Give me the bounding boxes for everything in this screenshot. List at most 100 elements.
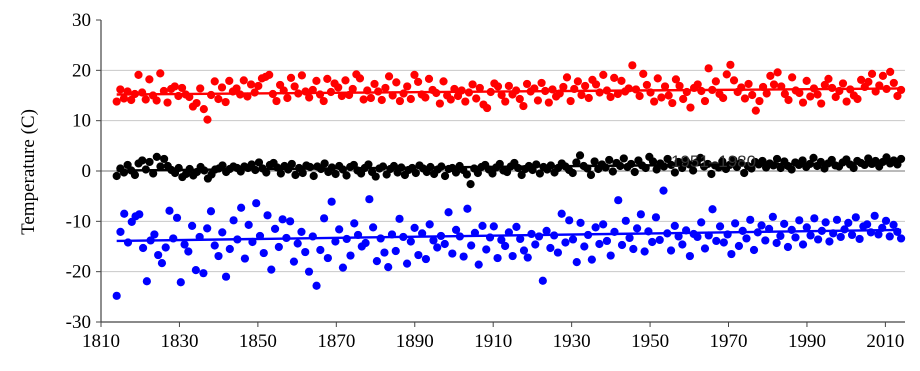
- data-point: [842, 97, 851, 106]
- data-point: [881, 216, 891, 225]
- data-point: [734, 241, 744, 251]
- data-point: [573, 77, 582, 86]
- data-point: [435, 99, 444, 108]
- data-point: [546, 243, 555, 253]
- data-point: [605, 155, 614, 165]
- data-point: [707, 169, 716, 179]
- data-point: [613, 89, 622, 99]
- data-point: [628, 61, 637, 70]
- data-point: [731, 219, 740, 228]
- data-point: [440, 171, 450, 181]
- data-point: [493, 253, 502, 263]
- data-point: [591, 223, 600, 232]
- data-point: [370, 79, 379, 89]
- data-point: [642, 80, 651, 90]
- data-point: [537, 78, 546, 88]
- data-point: [821, 218, 830, 227]
- data-point: [798, 240, 808, 249]
- data-point: [606, 92, 615, 102]
- data-point: [323, 253, 332, 263]
- data-point: [572, 258, 581, 267]
- data-point: [849, 163, 858, 173]
- data-point: [795, 88, 804, 98]
- data-point: [472, 94, 481, 103]
- data-point: [590, 157, 599, 166]
- data-point: [338, 263, 348, 272]
- data-point: [606, 251, 615, 260]
- trend-line: [116, 87, 902, 96]
- data-point: [334, 83, 343, 92]
- data-point: [874, 230, 883, 239]
- data-point: [870, 211, 879, 220]
- data-point: [286, 73, 296, 82]
- data-point: [762, 89, 771, 98]
- data-point: [350, 219, 359, 228]
- data-point: [293, 239, 302, 248]
- data-point: [882, 153, 891, 162]
- data-point: [817, 99, 826, 108]
- data-point: [776, 163, 785, 173]
- data-point: [614, 196, 623, 205]
- axes: -30 -20 -10 0 10 20 30 1810 1830 1850 1870 1890 1910…: [66, 10, 905, 352]
- data-point: [395, 214, 404, 223]
- data-point: [488, 169, 497, 178]
- data-point: [855, 234, 864, 244]
- data-point: [886, 67, 895, 76]
- data-point: [298, 168, 307, 178]
- y-tick-label: 30: [72, 10, 91, 31]
- data-point: [214, 94, 223, 104]
- data-point: [670, 168, 679, 177]
- y-tick-label: 20: [72, 60, 91, 81]
- data-point: [346, 251, 355, 260]
- data-point: [663, 154, 672, 164]
- data-point: [685, 251, 695, 261]
- data-point: [244, 220, 253, 229]
- data-point: [359, 95, 368, 104]
- data-point: [697, 218, 706, 227]
- data-point: [557, 209, 566, 218]
- data-point: [119, 94, 129, 103]
- data-point: [482, 103, 492, 113]
- data-point: [768, 212, 777, 221]
- trend-line: [116, 228, 902, 243]
- data-point: [342, 171, 351, 180]
- data-point: [395, 96, 405, 106]
- data-point: [853, 94, 862, 104]
- data-point: [240, 254, 250, 263]
- data-point: [516, 234, 525, 244]
- y-tick-label: 0: [82, 161, 92, 182]
- data-point: [462, 170, 472, 179]
- data-point: [581, 81, 590, 91]
- data-point: [468, 80, 477, 89]
- data-point: [262, 168, 271, 177]
- data-point: [653, 74, 662, 83]
- data-point: [278, 215, 287, 224]
- chart-annotation: 1951–1980: [671, 152, 756, 171]
- data-point: [331, 237, 340, 246]
- data-point: [365, 195, 374, 204]
- data-point: [559, 82, 568, 92]
- data-point: [289, 257, 299, 266]
- data-point: [889, 220, 898, 229]
- data-point: [152, 96, 161, 105]
- data-point: [722, 70, 731, 79]
- series-1: [112, 151, 906, 189]
- data-point: [704, 64, 713, 73]
- data-point: [772, 238, 781, 248]
- data-point: [463, 204, 472, 213]
- data-point: [591, 80, 601, 89]
- data-point: [878, 71, 888, 80]
- data-point: [493, 82, 503, 91]
- data-point: [156, 162, 165, 171]
- data-point: [668, 98, 677, 108]
- data-point: [674, 232, 683, 241]
- data-point: [572, 158, 581, 167]
- data-point: [371, 172, 380, 181]
- data-point: [217, 83, 227, 92]
- data-point: [263, 211, 272, 220]
- data-point: [312, 76, 321, 85]
- data-point: [331, 169, 340, 179]
- data-point: [825, 237, 834, 246]
- data-point: [599, 70, 608, 79]
- data-point: [323, 74, 332, 83]
